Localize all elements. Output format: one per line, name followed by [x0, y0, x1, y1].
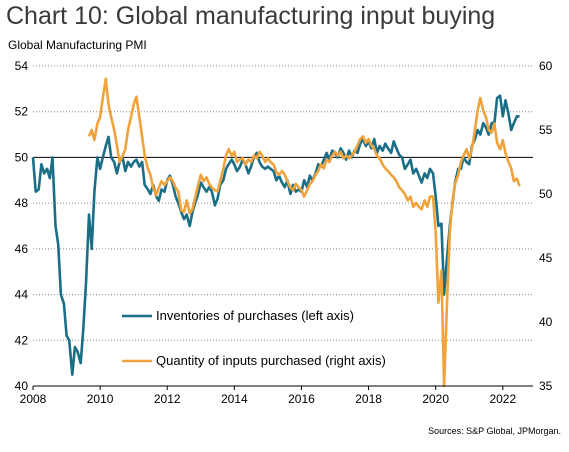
y-tick-right: 60	[539, 59, 553, 73]
source-note: Sources: S&P Global, JPMorgan.	[428, 426, 561, 436]
series-line-2	[87, 77, 521, 388]
y-tick-right: 55	[539, 123, 553, 137]
series-lines	[31, 77, 521, 388]
y-tick-right: 50	[539, 187, 553, 201]
x-tick: 2020	[422, 392, 449, 406]
legend: Inventories of purchases (left axis) Quan…	[122, 308, 386, 368]
y-tick-left: 48	[15, 196, 29, 210]
y-tick-left: 50	[15, 150, 29, 164]
grid-lines	[33, 65, 533, 387]
y-tick-left: 40	[15, 379, 29, 393]
y-tick-left: 46	[15, 242, 29, 256]
y-tick-left: 52	[15, 105, 29, 119]
y-tick-right: 45	[539, 251, 553, 265]
y-tick-left: 54	[15, 59, 29, 73]
legend-label: Inventories of purchases (left axis)	[156, 308, 354, 323]
series-line-1	[31, 94, 520, 376]
x-tick: 2012	[154, 392, 181, 406]
x-tick: 2010	[87, 392, 114, 406]
y-tick-left: 44	[15, 288, 29, 302]
x-tick: 2016	[288, 392, 315, 406]
y-tick-right: 35	[539, 379, 553, 393]
x-tick: 2022	[489, 392, 516, 406]
y-tick-left: 42	[15, 333, 29, 347]
y-tick-right: 40	[539, 315, 553, 329]
x-tick: 2008	[20, 392, 47, 406]
chart-title: Chart 10: Global manufacturing input buy…	[6, 2, 496, 30]
x-tick: 2018	[355, 392, 382, 406]
legend-label: Quantity of inputs purchased (right axis…	[156, 353, 386, 368]
x-tick: 2014	[221, 392, 248, 406]
y-axis-label-left: Global Manufacturing PMI	[8, 38, 147, 52]
axes: 40 42 44 46 48 50 52 54 35 40 45 50 55 60 2008 2010 2012…	[15, 59, 553, 406]
